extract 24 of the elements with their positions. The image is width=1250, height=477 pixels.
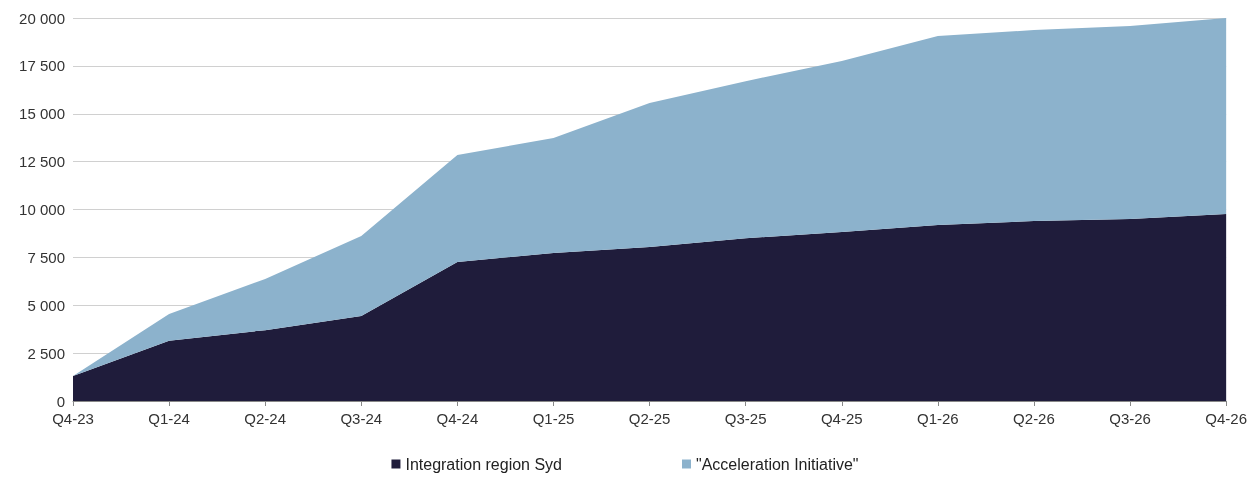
y-tick-label: 17 500 bbox=[19, 57, 65, 75]
y-tick-label: 2 500 bbox=[27, 344, 65, 362]
y-tick-label: 20 000 bbox=[19, 9, 65, 27]
y-tick-label: 7 500 bbox=[27, 248, 65, 266]
x-tick-label: Q3-24 bbox=[340, 410, 383, 427]
x-tick-label: Q4-25 bbox=[820, 410, 863, 427]
x-tick-label: Q2-26 bbox=[1013, 410, 1055, 427]
x-tick-label: Q1-25 bbox=[532, 410, 575, 427]
x-tick-label: Q1-26 bbox=[917, 410, 959, 427]
y-tick-label: 5 000 bbox=[27, 296, 65, 314]
legend-label: Integration region Syd bbox=[405, 455, 562, 473]
y-tick-label: 0 bbox=[56, 392, 65, 410]
x-tick-label: Q4-26 bbox=[1205, 410, 1248, 427]
x-tick-label: Q2-25 bbox=[628, 410, 671, 427]
y-tick-label: 15 000 bbox=[19, 105, 65, 123]
x-tick-label: Q4-24 bbox=[436, 410, 479, 427]
x-tick-label: Q4-23 bbox=[52, 410, 94, 427]
y-tick-label: 12 500 bbox=[19, 153, 65, 171]
x-tick-label: Q3-26 bbox=[1109, 410, 1151, 427]
x-tick-label: Q2-24 bbox=[244, 410, 287, 427]
legend-label: "Acceleration Initiative" bbox=[696, 455, 859, 473]
x-tick-label: Q3-25 bbox=[724, 410, 767, 427]
y-tick-label: 10 000 bbox=[19, 201, 65, 218]
x-tick-label: Q1-24 bbox=[148, 410, 190, 427]
